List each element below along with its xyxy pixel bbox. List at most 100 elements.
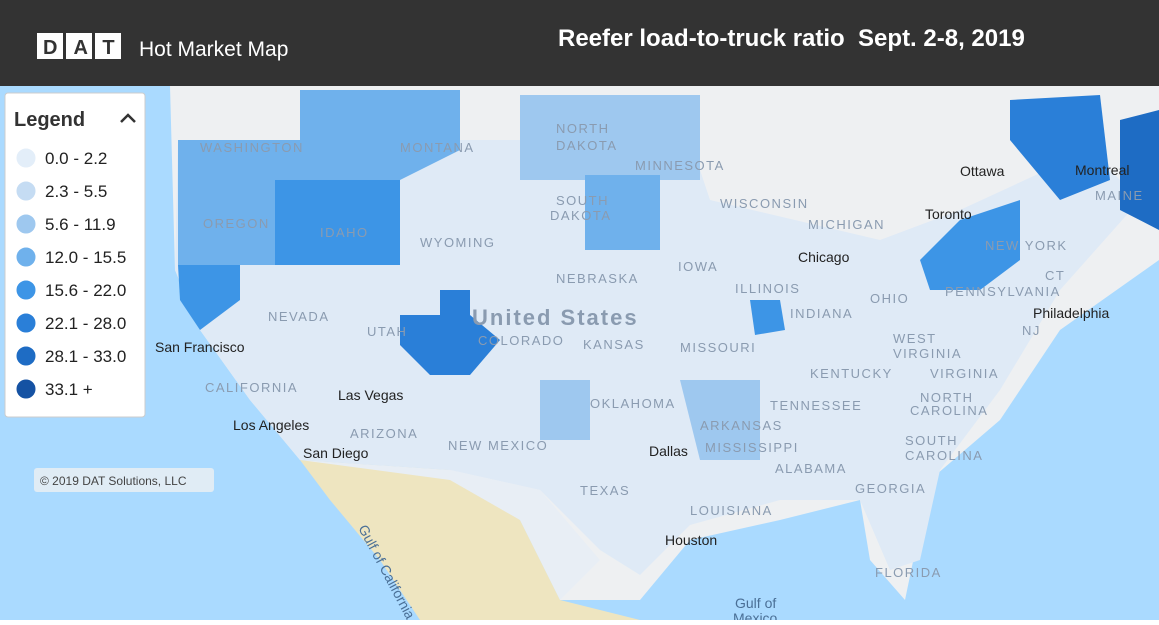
region-oklahoma bbox=[540, 380, 590, 440]
region-north-ca bbox=[178, 265, 240, 330]
state-label: OKLAHOMA bbox=[590, 396, 676, 411]
city-label: Los Angeles bbox=[233, 417, 309, 433]
region-quebec bbox=[1010, 95, 1110, 200]
city-label: Las Vegas bbox=[338, 387, 403, 403]
legend-swatch bbox=[15, 147, 37, 169]
legend-label: 33.1 + bbox=[45, 380, 93, 399]
state-label: IOWA bbox=[678, 259, 718, 274]
region-washington-oregon bbox=[178, 140, 300, 265]
state-label: NEVADA bbox=[268, 309, 330, 324]
state-label: KENTUCKY bbox=[810, 366, 893, 381]
state-label: CALIFORNIA bbox=[205, 380, 298, 395]
legend-swatch bbox=[15, 180, 37, 202]
state-label: SOUTH bbox=[556, 193, 609, 208]
state-label: DAKOTA bbox=[550, 208, 612, 223]
region-illinois bbox=[750, 300, 785, 335]
region-arkansas bbox=[680, 380, 760, 460]
legend-box bbox=[4, 92, 146, 418]
region-colorado bbox=[400, 290, 500, 375]
legend-label: 15.6 - 22.0 bbox=[45, 281, 126, 300]
state-label: WYOMING bbox=[420, 235, 496, 250]
logo-box bbox=[95, 33, 121, 59]
city-label: Houston bbox=[665, 532, 717, 548]
state-label: SOUTH bbox=[905, 433, 958, 448]
legend-label: 5.6 - 11.9 bbox=[45, 215, 116, 234]
us-land bbox=[175, 140, 1140, 575]
legend-items: 0.0 - 2.2 2.3 - 5.5 5.6 - 11.9 12.0 - 15.5 1… bbox=[15, 147, 126, 400]
state-label: OHIO bbox=[870, 291, 909, 306]
state-label: WASHINGTON bbox=[200, 140, 304, 155]
state-label: MINNESOTA bbox=[635, 158, 725, 173]
state-label: COLORADO bbox=[478, 333, 564, 348]
state-label: IDAHO bbox=[320, 225, 369, 240]
legend-swatch bbox=[15, 279, 37, 301]
legend-label: 2.3 - 5.5 bbox=[45, 182, 107, 201]
logo-letters: DAT bbox=[43, 37, 131, 59]
state-label: NORTH bbox=[920, 390, 973, 405]
state-label: ALABAMA bbox=[775, 461, 847, 476]
state-label: CT bbox=[1045, 268, 1065, 283]
state-label: WEST bbox=[893, 331, 937, 346]
copyright: © 2019 DAT Solutions, LLC bbox=[40, 474, 187, 488]
region-montana bbox=[300, 90, 460, 180]
logo-box bbox=[37, 33, 63, 59]
region-south-dakota bbox=[585, 175, 660, 250]
state-label: ARKANSAS bbox=[700, 418, 783, 433]
country-label: United States bbox=[472, 305, 639, 330]
page-title: Reefer load-to-truck ratio Sept. 2-8, 20… bbox=[558, 25, 1025, 52]
city-label: San Francisco bbox=[155, 339, 245, 355]
state-label: ILLINOIS bbox=[735, 281, 800, 296]
state-label: VIRGINIA bbox=[893, 346, 962, 361]
state-label: NEBRASKA bbox=[556, 271, 639, 286]
legend-swatch bbox=[15, 378, 37, 400]
city-label: Philadelphia bbox=[1033, 305, 1109, 321]
water-label: Gulf of bbox=[735, 595, 776, 611]
state-label: CAROLINA bbox=[905, 448, 983, 463]
state-label: GEORGIA bbox=[855, 481, 926, 496]
state-label: KANSAS bbox=[583, 337, 645, 352]
state-label: MISSISSIPPI bbox=[705, 440, 799, 455]
legend-swatch bbox=[15, 345, 37, 367]
state-label: MISSOURI bbox=[680, 340, 756, 355]
city-label: Dallas bbox=[649, 443, 688, 459]
state-label: FLORIDA bbox=[875, 565, 942, 580]
state-label: NORTH bbox=[556, 121, 609, 136]
app-name: Hot Market Map bbox=[139, 38, 288, 61]
state-label: ARIZONA bbox=[350, 426, 418, 441]
legend-swatch bbox=[15, 312, 37, 334]
region-texas-border bbox=[300, 460, 600, 600]
state-label: UTAH bbox=[367, 324, 407, 339]
header-bar bbox=[0, 0, 1159, 86]
legend-title: Legend bbox=[14, 109, 85, 131]
state-label: MONTANA bbox=[400, 140, 475, 155]
state-label: NEW MEXICO bbox=[448, 438, 548, 453]
legend-label: 28.1 - 33.0 bbox=[45, 347, 126, 366]
legend-label: 12.0 - 15.5 bbox=[45, 248, 126, 267]
legend-swatch bbox=[15, 213, 37, 235]
state-label: TENNESSEE bbox=[770, 398, 862, 413]
city-label: Chicago bbox=[798, 249, 850, 265]
legend-label: 0.0 - 2.2 bbox=[45, 149, 107, 168]
state-labels: WASHINGTON MONTANA NORTH DAKOTA MINNESOT… bbox=[200, 121, 1144, 580]
state-label: OREGON bbox=[203, 216, 270, 231]
state-label: DAKOTA bbox=[556, 138, 618, 153]
logo: DAT bbox=[37, 33, 131, 59]
copyright-bg bbox=[34, 468, 214, 492]
legend: Legend 0.0 - 2.2 2.3 - 5.5 5.6 - 11.9 12.0 … bbox=[4, 92, 146, 418]
state-label: TEXAS bbox=[580, 483, 630, 498]
city-label: San Diego bbox=[303, 445, 369, 461]
region-east bbox=[1120, 110, 1159, 230]
logo-text: DAT bbox=[43, 37, 131, 59]
region-new-york bbox=[920, 200, 1020, 290]
mexico bbox=[300, 460, 640, 620]
legend-swatch bbox=[15, 246, 37, 268]
state-label: MAINE bbox=[1095, 188, 1144, 203]
collapse-toggle[interactable] bbox=[120, 113, 136, 123]
water-label: Mexico bbox=[733, 610, 778, 620]
city-label: Toronto bbox=[925, 206, 972, 222]
state-label: CAROLINA bbox=[910, 403, 988, 418]
state-label: NEW YORK bbox=[985, 238, 1068, 253]
logo-box bbox=[66, 33, 92, 59]
